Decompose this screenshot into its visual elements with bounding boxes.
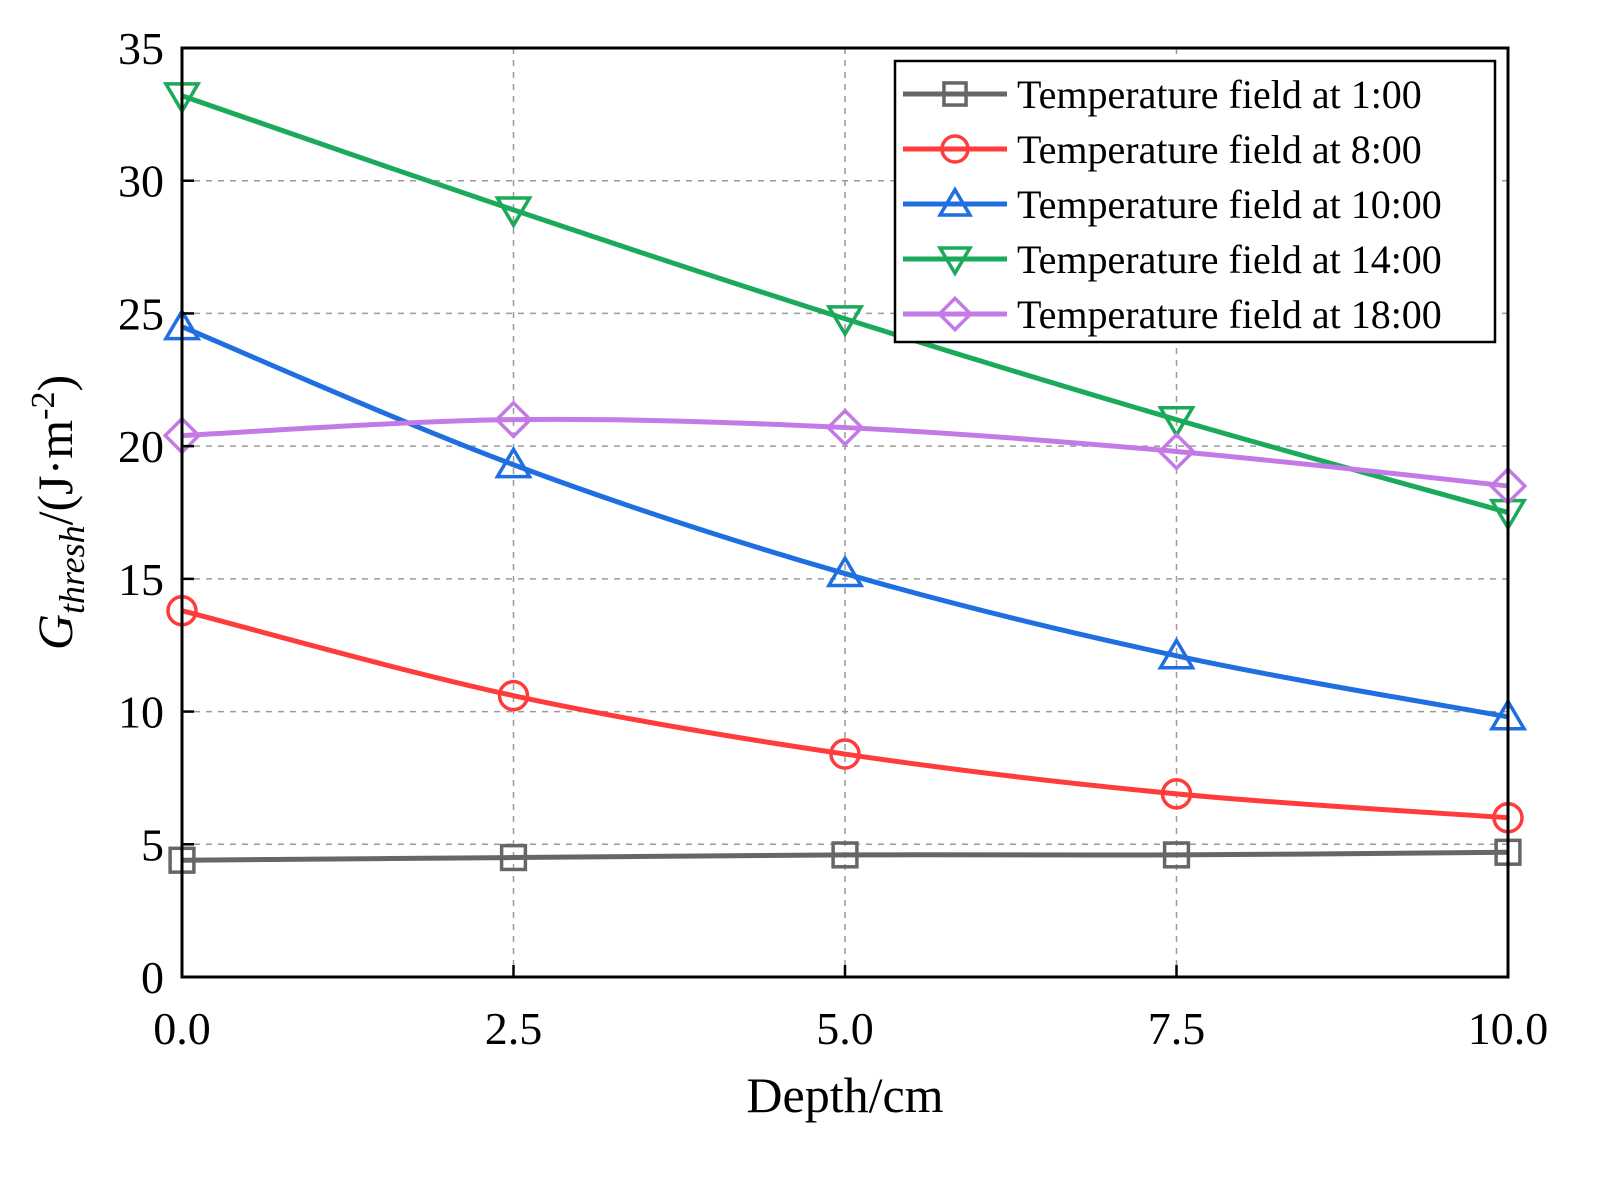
series-group: [181, 93, 1509, 863]
x-axis-title: Depth/cm: [746, 1067, 943, 1123]
x-tick-label: 0.0: [153, 1003, 211, 1054]
series-line: [181, 849, 1509, 863]
legend-label: Temperature field at 1:00: [1017, 72, 1422, 117]
axes: 0.0 2.5 5.0 7.5 10.0 0 5 10 15 20 25 30 35: [118, 23, 1548, 1054]
grid: [182, 48, 1508, 977]
y-tick-label: 25: [118, 288, 164, 339]
marker-diamond: [825, 408, 865, 447]
y-tick-label: 15: [118, 554, 164, 605]
y-axis-title: Gthresh/(J·m-2): [25, 375, 92, 650]
marker-circle: [940, 134, 970, 164]
marker-triangle-down: [825, 305, 865, 338]
marker-diamond: [936, 295, 974, 333]
legend-label: Temperature field at 10:00: [1017, 182, 1442, 227]
marker-triangle-up: [936, 186, 974, 217]
y-tick-label: 30: [118, 156, 164, 207]
y-axis-unit-prefix: /(J·m: [27, 420, 83, 526]
series-line: [181, 93, 1509, 515]
marker-square: [499, 843, 528, 872]
marker-circle: [829, 738, 861, 770]
marker-circle: [1160, 778, 1193, 810]
y-axis-symbol: G: [27, 614, 83, 650]
x-tick-label: 2.5: [485, 1003, 543, 1054]
legend-label: Temperature field at 14:00: [1017, 237, 1442, 282]
svg-text:Gthresh/(J·m-2): Gthresh/(J·m-2): [25, 375, 92, 650]
series-line: [181, 416, 1509, 489]
y-axis-unit-suffix: ): [27, 375, 83, 392]
x-tick-label: 7.5: [1148, 1003, 1206, 1054]
marker-diamond: [1157, 432, 1196, 471]
legend: Temperature field at 1:00 Temperature fie…: [893, 59, 1497, 344]
legend-label: Temperature field at 8:00: [1017, 127, 1422, 172]
marker-triangle-up: [1157, 636, 1196, 670]
marker-square: [942, 81, 968, 107]
series-line: [181, 324, 1509, 720]
y-tick-label: 20: [118, 421, 164, 472]
marker-triangle-down: [1157, 405, 1196, 439]
legend-label: Temperature field at 18:00: [1017, 292, 1442, 337]
marker-triangle-down: [494, 196, 533, 229]
marker-square: [1162, 841, 1191, 869]
marker-circle: [497, 679, 530, 712]
marker-triangle-up: [825, 554, 865, 588]
marker-triangle-up: [494, 445, 533, 479]
y-axis-unit-sup: -2: [25, 392, 62, 420]
marker-triangle-down: [936, 246, 974, 277]
y-tick-label: 0: [141, 952, 164, 1003]
marker-square: [831, 841, 859, 869]
x-tick-label: 10.0: [1468, 1003, 1549, 1054]
y-axis-subscript: thresh: [52, 525, 92, 614]
y-tick-label: 35: [118, 23, 164, 74]
marker-diamond: [494, 400, 533, 439]
x-tick-label: 5.0: [816, 1003, 874, 1054]
y-tick-label: 5: [141, 819, 164, 870]
y-tick-label: 10: [118, 687, 164, 738]
series-line: [181, 608, 1509, 821]
